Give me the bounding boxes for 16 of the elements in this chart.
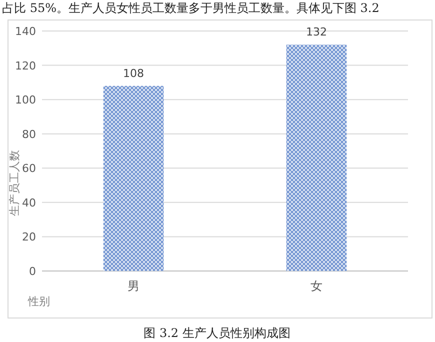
data-label: 108 [123,66,144,80]
y-tick-label: 100 [15,94,36,107]
y-tick-label: 20 [22,230,36,244]
x-axis-title: 性别 [27,295,50,308]
y-axis-title: 生产员工人数 [8,150,21,216]
y-tick-label: 80 [22,128,36,141]
x-tick-label: 男 [128,279,140,293]
x-tick-label: 女 [310,279,322,293]
y-tick-label: 120 [15,59,36,72]
caption: 图 3.2 生产人员性别构成图 [144,326,290,340]
data-label: 132 [306,26,327,39]
y-tick-label: 60 [22,162,36,176]
y-tick-label: 40 [22,196,36,210]
y-tick-label: 140 [15,25,36,38]
text: 占比 55%。生产人员女性员工数量多于男性员工数量。具体见下图 3.2 [2,1,380,15]
y-tick-label: 0 [29,265,36,278]
